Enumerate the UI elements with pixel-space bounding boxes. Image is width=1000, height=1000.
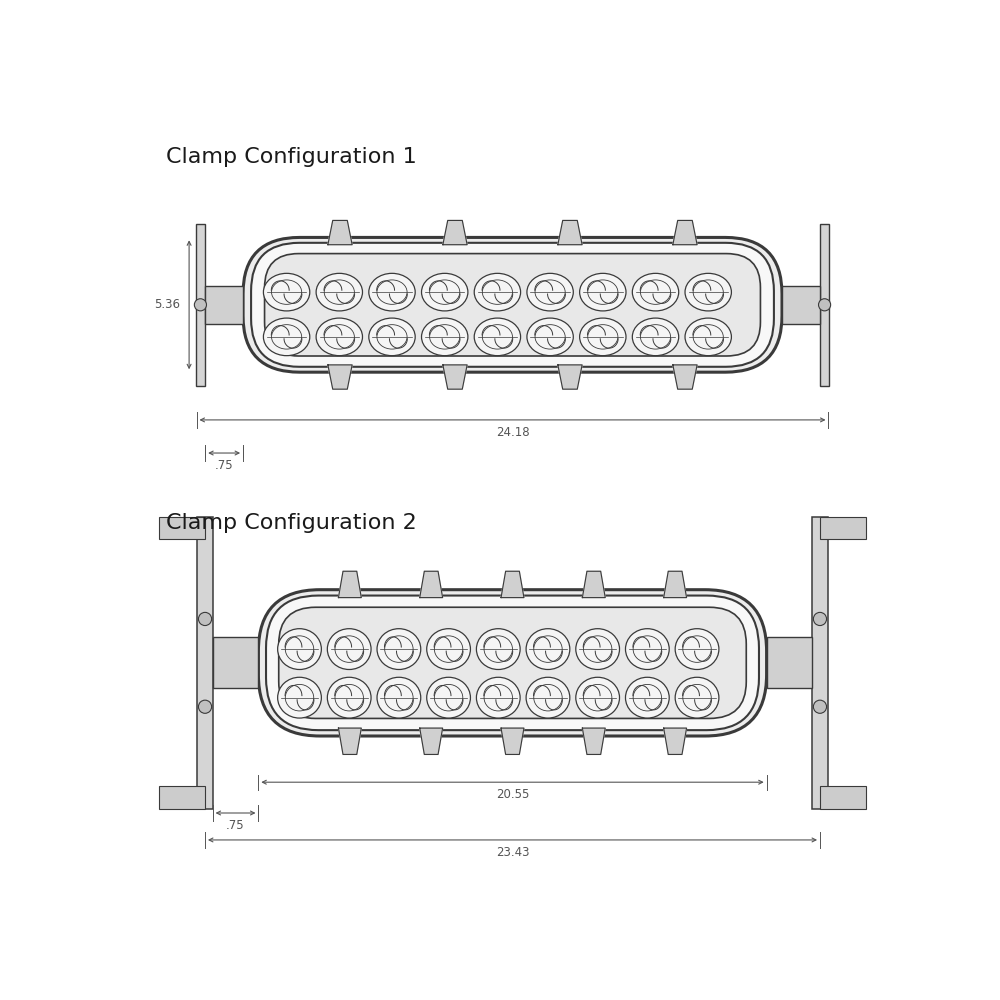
Bar [782,286,820,324]
Ellipse shape [369,318,415,356]
Ellipse shape [278,629,321,669]
Ellipse shape [369,273,415,311]
Ellipse shape [327,677,371,718]
Ellipse shape [427,677,470,718]
Bar [205,286,243,324]
Circle shape [194,299,206,311]
Ellipse shape [427,629,470,669]
Bar [159,786,205,809]
Ellipse shape [675,629,719,669]
Ellipse shape [526,629,570,669]
Polygon shape [582,728,605,754]
Polygon shape [420,728,443,754]
Ellipse shape [625,629,669,669]
FancyBboxPatch shape [265,254,760,356]
Polygon shape [673,365,697,389]
Polygon shape [338,571,361,598]
Ellipse shape [316,273,362,311]
Ellipse shape [278,677,321,718]
Ellipse shape [580,273,626,311]
Circle shape [198,612,212,626]
Polygon shape [443,220,467,245]
Bar [196,224,205,386]
Ellipse shape [476,629,520,669]
FancyBboxPatch shape [258,590,767,736]
Ellipse shape [526,677,570,718]
Bar [159,517,205,539]
Ellipse shape [422,273,468,311]
Polygon shape [558,365,582,389]
Circle shape [813,700,827,713]
Text: .75: .75 [215,459,233,472]
Polygon shape [328,220,352,245]
Ellipse shape [576,629,620,669]
Text: Clamp Configuration 1: Clamp Configuration 1 [166,147,417,167]
Polygon shape [673,220,697,245]
Ellipse shape [527,318,573,356]
Ellipse shape [476,677,520,718]
Ellipse shape [527,273,573,311]
Text: 20.55: 20.55 [496,788,529,801]
Ellipse shape [327,629,371,669]
Text: 5.36: 5.36 [154,298,180,311]
Text: 23.43: 23.43 [496,846,529,859]
FancyBboxPatch shape [251,243,774,367]
Text: 24.18: 24.18 [496,426,529,439]
Ellipse shape [576,677,620,718]
Ellipse shape [685,318,731,356]
Bar [820,786,866,809]
Ellipse shape [675,677,719,718]
Ellipse shape [685,273,731,311]
Ellipse shape [632,273,679,311]
Ellipse shape [422,318,468,356]
Polygon shape [338,728,361,754]
FancyBboxPatch shape [279,607,746,718]
Ellipse shape [625,677,669,718]
Ellipse shape [263,273,310,311]
Circle shape [819,299,831,311]
Polygon shape [582,571,605,598]
FancyBboxPatch shape [266,596,759,730]
Text: .75: .75 [226,819,245,832]
Ellipse shape [377,677,421,718]
Polygon shape [501,728,524,754]
Polygon shape [558,220,582,245]
Bar [812,517,828,809]
Ellipse shape [377,629,421,669]
Text: Clamp Configuration 2: Clamp Configuration 2 [166,513,417,533]
Polygon shape [664,728,687,754]
Circle shape [813,612,827,626]
Bar [213,637,258,688]
Ellipse shape [580,318,626,356]
Polygon shape [420,571,443,598]
Polygon shape [328,365,352,389]
Polygon shape [443,365,467,389]
Ellipse shape [474,318,521,356]
Bar [197,517,213,809]
Ellipse shape [316,318,362,356]
Ellipse shape [474,273,521,311]
Ellipse shape [632,318,679,356]
Circle shape [198,700,212,713]
Polygon shape [664,571,687,598]
Bar [767,637,812,688]
Ellipse shape [263,318,310,356]
Bar [820,224,829,386]
FancyBboxPatch shape [243,237,782,372]
Polygon shape [501,571,524,598]
Bar [820,517,866,539]
